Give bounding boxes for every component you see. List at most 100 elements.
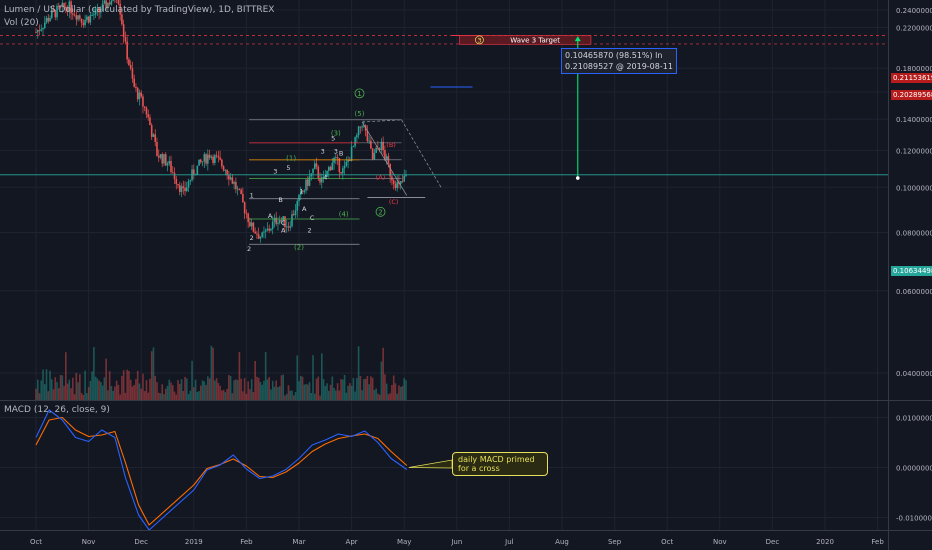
volume-bar (301, 376, 304, 400)
wave-label-white: 2 (247, 245, 251, 253)
volume-bar (215, 378, 218, 400)
symbol-title: Lumen / US Dollar (calculated by Trading… (4, 5, 275, 15)
volume-bar (261, 384, 263, 400)
volume-bar (243, 378, 246, 400)
volume-bar (371, 377, 374, 400)
volume-bar (47, 391, 50, 400)
volume-bar (224, 392, 227, 400)
volume-bar (56, 382, 58, 400)
measure-tooltip: 0.10465870 (98.51%) ln 0.21089527 @ 2019… (561, 48, 677, 74)
wave-label-white: A (302, 205, 307, 213)
volume-bar (303, 384, 306, 400)
x-tick-label: Aug (555, 538, 569, 546)
candle-body (322, 176, 325, 178)
candle-body (57, 5, 60, 7)
candle-body (210, 156, 213, 158)
candle-body (36, 30, 39, 33)
volume-bar (207, 376, 209, 400)
target-lines: 3 Wave 3 Target (0, 35, 888, 176)
candle-body (84, 19, 86, 26)
candle-body (175, 179, 178, 184)
volume-bar (135, 379, 137, 400)
candle-body (166, 163, 169, 166)
candle-body (329, 167, 332, 171)
volume-bar (368, 384, 370, 400)
candle-body (157, 156, 160, 158)
volume-bar (254, 360, 256, 400)
candle-body (338, 158, 341, 173)
macd-indicator-label[interactable]: MACD (12, 26, close, 9) (4, 405, 110, 415)
volume-bar (401, 385, 404, 400)
volume-bar (299, 375, 302, 400)
volume-bar (235, 379, 237, 400)
volume-bar (296, 355, 299, 400)
volume-bar (150, 351, 153, 400)
volume-bar (335, 390, 337, 400)
candle-body (198, 159, 200, 166)
candle-body (312, 168, 314, 174)
candle-body (185, 187, 188, 192)
candle-body (178, 185, 181, 192)
volume-bar (352, 377, 355, 400)
candle-body (354, 137, 356, 147)
candle-body (119, 3, 121, 15)
candle-body (73, 14, 76, 16)
volume-indicator-label[interactable]: Vol (20) (4, 18, 39, 28)
projection-dash (401, 119, 442, 188)
candle-body (193, 169, 195, 175)
candle-body (405, 175, 407, 176)
volume-bar (89, 380, 92, 400)
volume-bar (380, 361, 383, 400)
volume-bar (59, 374, 62, 400)
volume-bar (84, 370, 86, 400)
x-tick-label: Jun (450, 538, 462, 546)
volume-bar (101, 385, 104, 400)
candle-body (380, 141, 383, 151)
candle-body (189, 180, 192, 182)
volume-bar (385, 383, 388, 400)
candle-body (156, 141, 158, 157)
candle-body (135, 86, 137, 88)
wave-label-red: (B) (386, 141, 396, 149)
candle-body (245, 213, 248, 214)
volume-bar (178, 383, 181, 400)
volume-bar (86, 393, 88, 400)
volume-bar (38, 393, 41, 400)
volume-bar (356, 378, 358, 400)
price-tag-target-low: 0.20289568 (891, 90, 932, 100)
volume-bar (45, 369, 48, 400)
candle-body (403, 175, 405, 182)
candle-body (143, 106, 146, 108)
wave-circle (354, 88, 365, 99)
candle-body (240, 189, 242, 195)
volume-bar (270, 389, 272, 400)
price-tag-target-high: 0.21153619 (891, 73, 932, 83)
volume-bar (115, 380, 118, 400)
volume-bar (391, 385, 393, 400)
volume-bar (79, 374, 81, 400)
wave-label-red: (A) (376, 173, 386, 181)
x-tick-label: Oct (661, 538, 673, 546)
candle-body (236, 188, 239, 190)
wave-label-white: C (281, 219, 286, 227)
volume-bar (285, 393, 288, 400)
volume-bar (342, 379, 344, 400)
candle-body (42, 27, 44, 30)
candle-body (159, 154, 162, 158)
candle-body (273, 217, 276, 222)
volume-bar (229, 375, 232, 400)
candle-body (328, 167, 330, 171)
candle-body (371, 148, 374, 160)
volume-bar (359, 375, 362, 400)
candle-body (326, 170, 328, 177)
wave-circle (375, 206, 386, 217)
volume-bar (198, 391, 200, 400)
candle-body (68, 1, 71, 12)
x-tick-label: Feb (240, 538, 253, 546)
volume-bar (196, 391, 199, 400)
wave-label-white: 3 (321, 148, 325, 156)
wave-label-white: 5 (286, 164, 290, 172)
candle-body (261, 232, 263, 237)
candle-body (333, 157, 335, 163)
